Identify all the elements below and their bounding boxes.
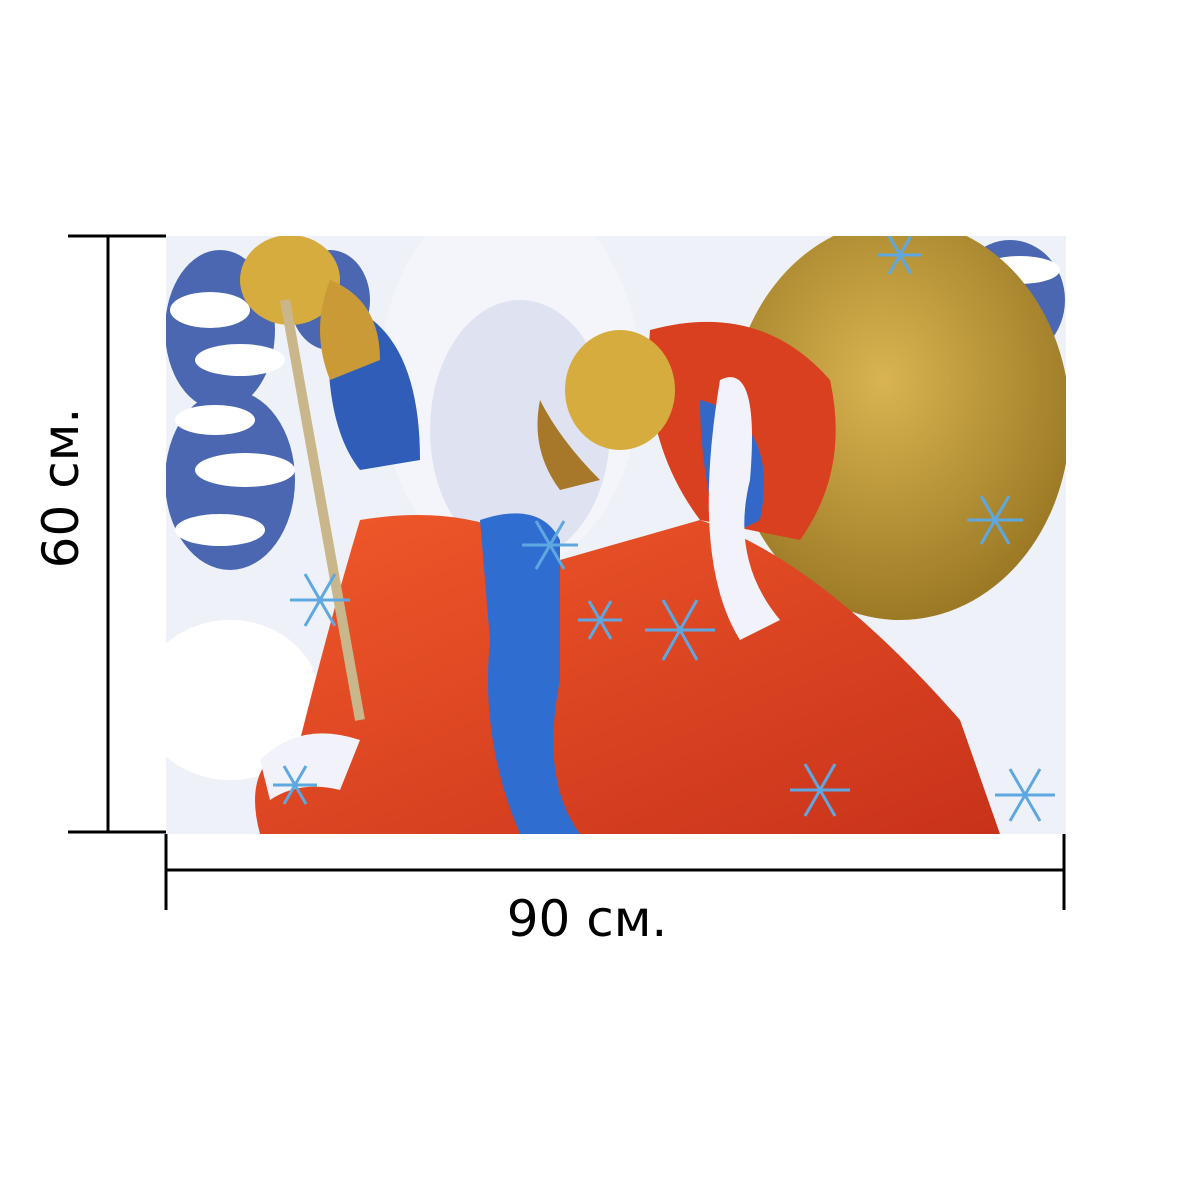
dimension-lines [68, 234, 1066, 910]
width-label: 90 см. [507, 890, 668, 948]
painting [166, 236, 1066, 834]
height-label: 60 см. [32, 408, 90, 569]
